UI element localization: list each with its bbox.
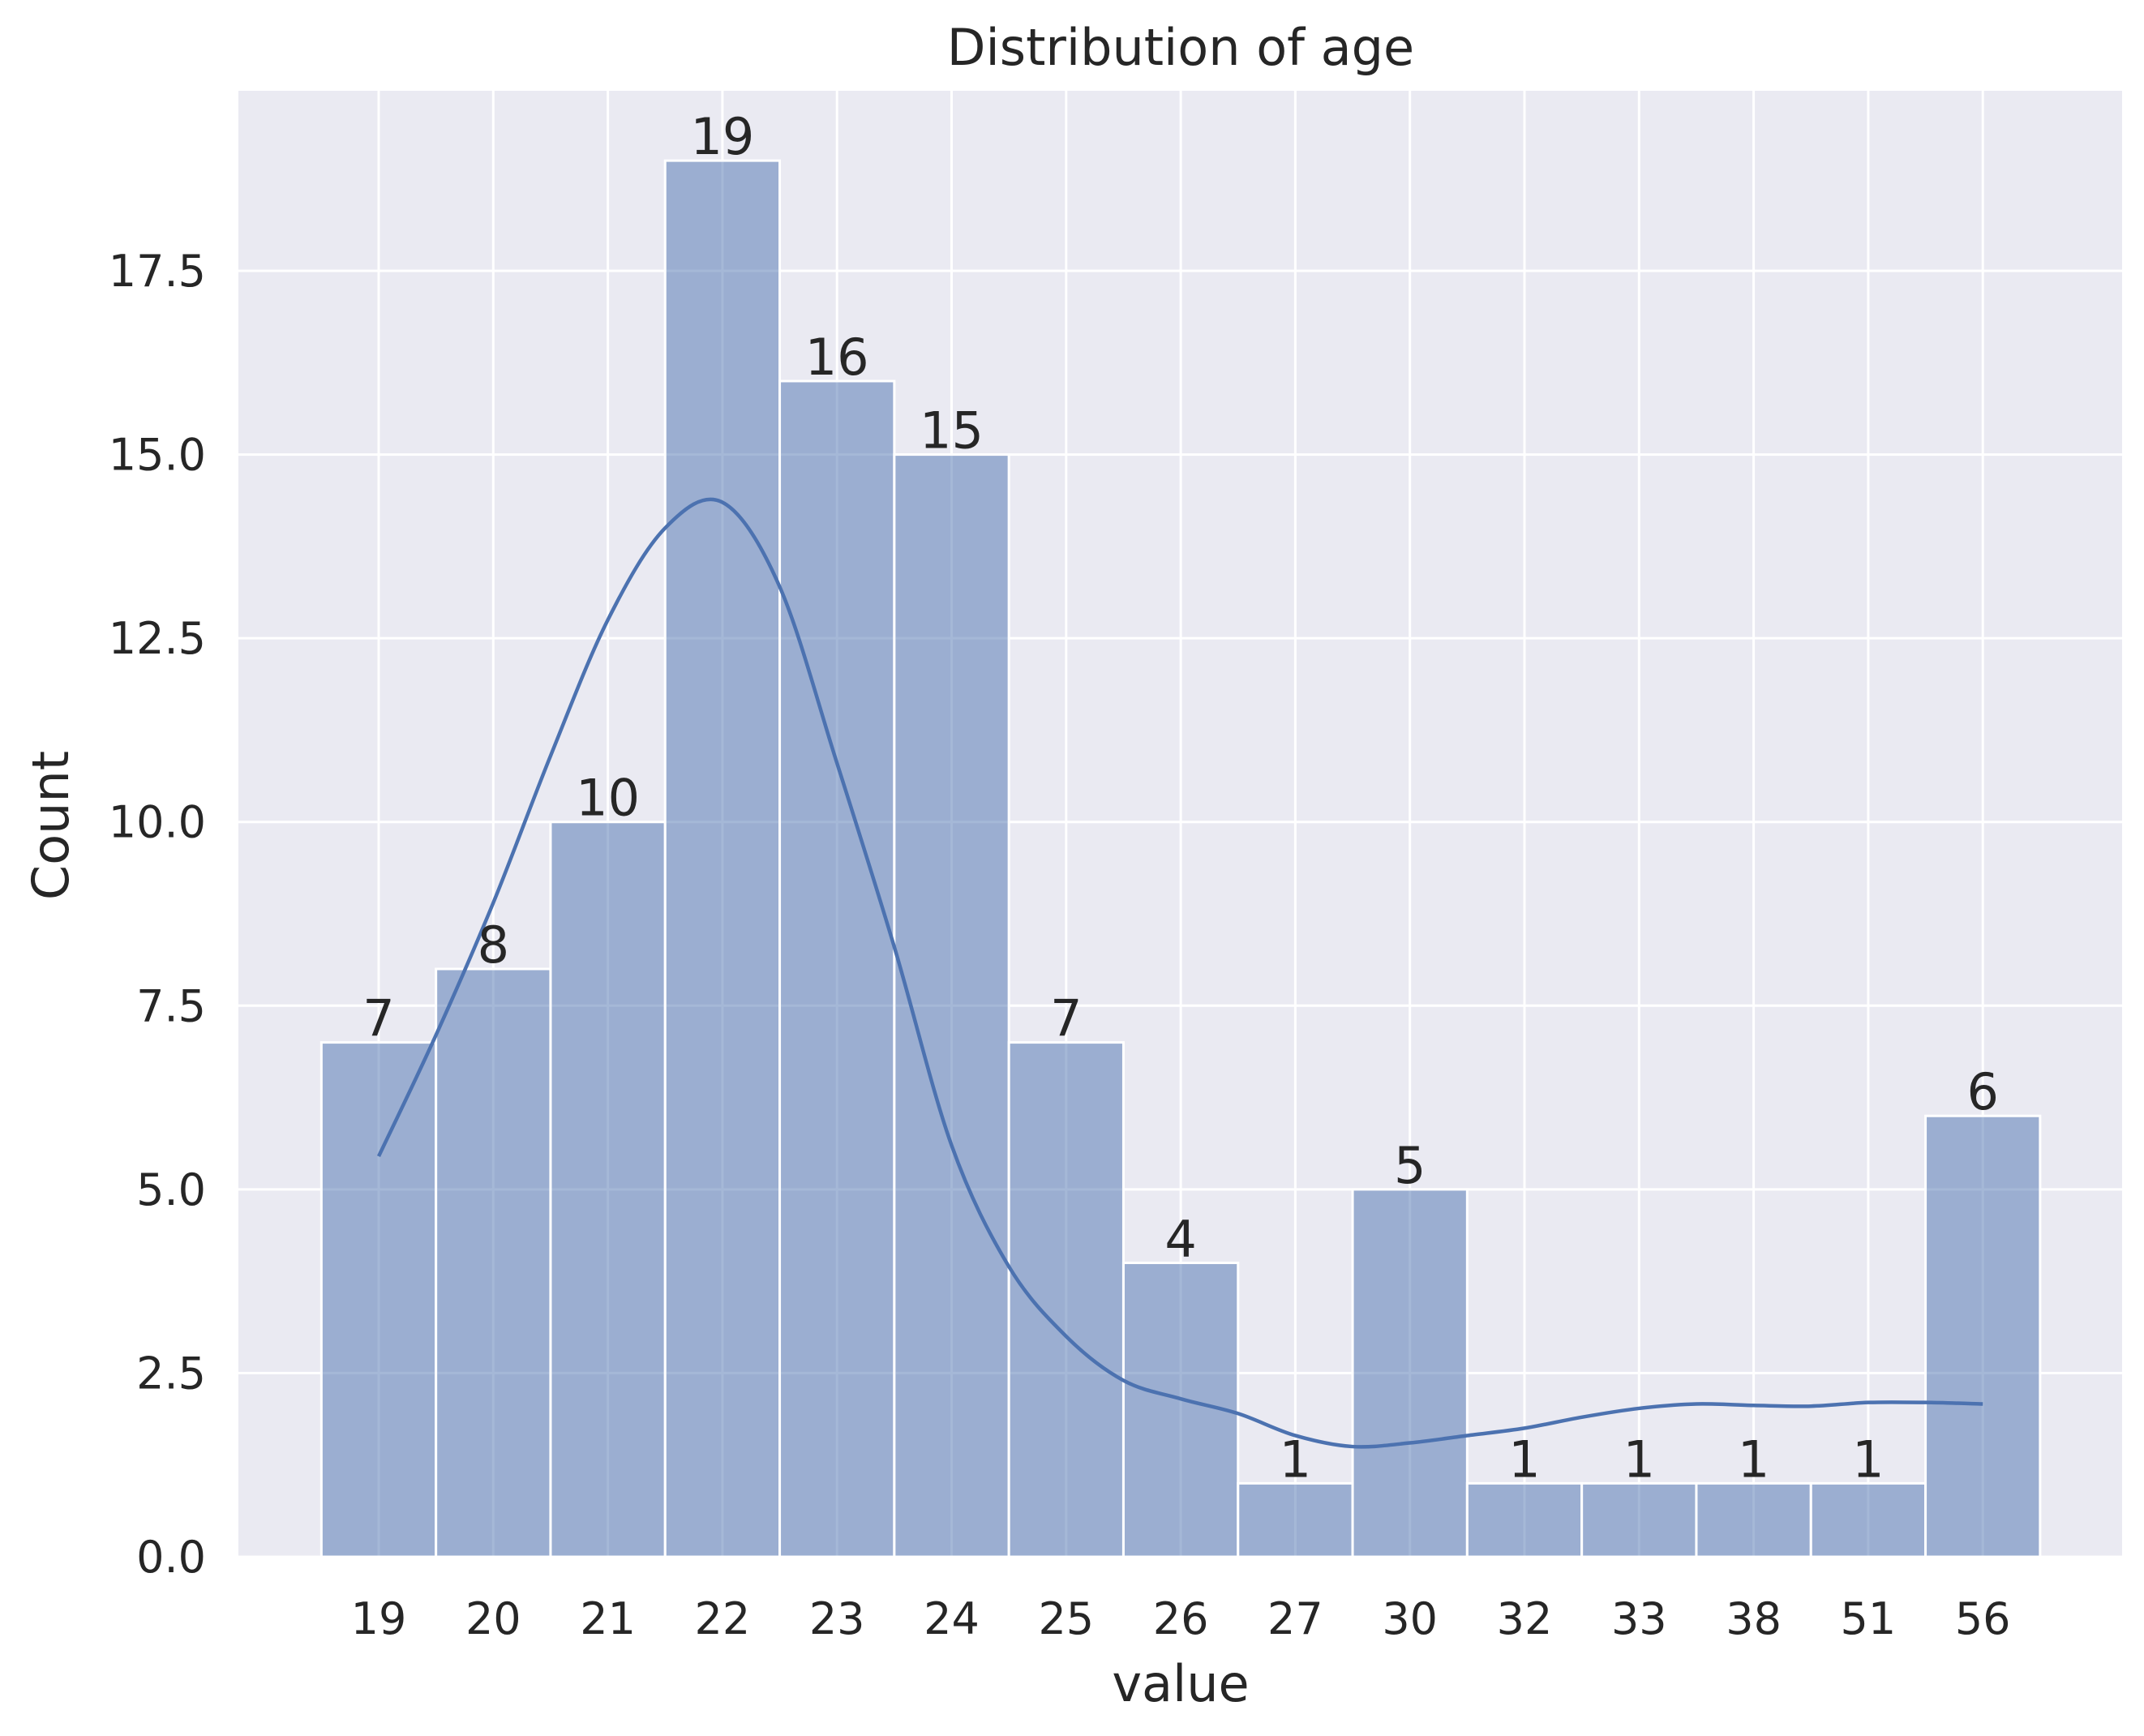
data-label-30: 5 xyxy=(1394,1136,1426,1195)
bar-38 xyxy=(1695,1481,1812,1558)
y-tick-labels: 0.0 2.5 5.0 7.5 10.0 12.5 15.0 17.5 xyxy=(109,246,206,1583)
x-tick-label: 33 xyxy=(1611,1593,1667,1644)
x-tick-label: 56 xyxy=(1955,1593,2011,1644)
data-label-32: 1 xyxy=(1508,1430,1540,1489)
y-tick-label: 15.0 xyxy=(109,430,206,481)
y-tick-label: 2.5 xyxy=(136,1348,206,1399)
bars xyxy=(319,159,2042,1558)
data-label-38: 1 xyxy=(1738,1430,1769,1489)
bar-51 xyxy=(1809,1481,1927,1558)
data-label-51: 1 xyxy=(1852,1430,1884,1489)
bar-33 xyxy=(1580,1481,1698,1558)
x-tick-label: 20 xyxy=(465,1593,521,1644)
data-label-23: 16 xyxy=(805,328,869,387)
data-label-20: 8 xyxy=(478,915,509,975)
x-tick-label: 24 xyxy=(924,1593,980,1644)
bar-27 xyxy=(1237,1481,1354,1558)
data-label-27: 1 xyxy=(1280,1430,1311,1489)
x-tick-label: 21 xyxy=(580,1593,636,1644)
bar-30 xyxy=(1351,1188,1469,1558)
y-tick-label: 10.0 xyxy=(109,797,206,848)
x-tick-label: 26 xyxy=(1153,1593,1209,1644)
x-tick-label: 32 xyxy=(1497,1593,1553,1644)
data-label-19: 7 xyxy=(362,989,394,1048)
x-tick-label: 27 xyxy=(1267,1593,1323,1644)
x-tick-label: 19 xyxy=(351,1593,407,1644)
bar-19 xyxy=(319,1041,438,1558)
bar-56 xyxy=(1924,1114,2042,1558)
x-axis-label: value xyxy=(1112,1654,1249,1713)
x-tick-labels: 19 20 21 22 23 24 25 26 27 30 32 33 38 51 56 xyxy=(351,1593,2011,1644)
bar-22 xyxy=(663,159,782,1558)
x-tick-label: 25 xyxy=(1038,1593,1094,1644)
data-label-26: 4 xyxy=(1164,1209,1196,1268)
x-tick-label: 30 xyxy=(1382,1593,1438,1644)
bar-25 xyxy=(1007,1041,1125,1558)
x-tick-label: 38 xyxy=(1726,1593,1782,1644)
data-label-22: 19 xyxy=(690,107,754,166)
y-tick-label: 5.0 xyxy=(136,1164,206,1215)
bar-32 xyxy=(1465,1481,1584,1558)
y-tick-label: 0.0 xyxy=(136,1532,206,1583)
bar-20 xyxy=(435,967,552,1558)
data-label-21: 10 xyxy=(576,769,640,828)
data-label-56: 6 xyxy=(1966,1062,1998,1121)
data-label-33: 1 xyxy=(1623,1430,1655,1489)
y-axis-label: Count xyxy=(21,751,80,900)
kde-curve xyxy=(376,497,1983,1449)
x-tick-label: 51 xyxy=(1841,1593,1897,1644)
bar-21 xyxy=(549,821,667,1558)
chart-title: Distribution of age xyxy=(947,18,1414,77)
x-tick-label: 23 xyxy=(809,1593,865,1644)
y-tick-label: 17.5 xyxy=(109,246,206,297)
y-tick-label: 7.5 xyxy=(136,980,206,1031)
bar-24 xyxy=(893,453,1010,1558)
data-label-24: 15 xyxy=(920,401,984,461)
bar-23 xyxy=(778,379,896,1558)
x-tick-label: 22 xyxy=(695,1593,751,1644)
y-tick-label: 12.5 xyxy=(109,613,206,664)
data-label-25: 7 xyxy=(1050,989,1082,1048)
